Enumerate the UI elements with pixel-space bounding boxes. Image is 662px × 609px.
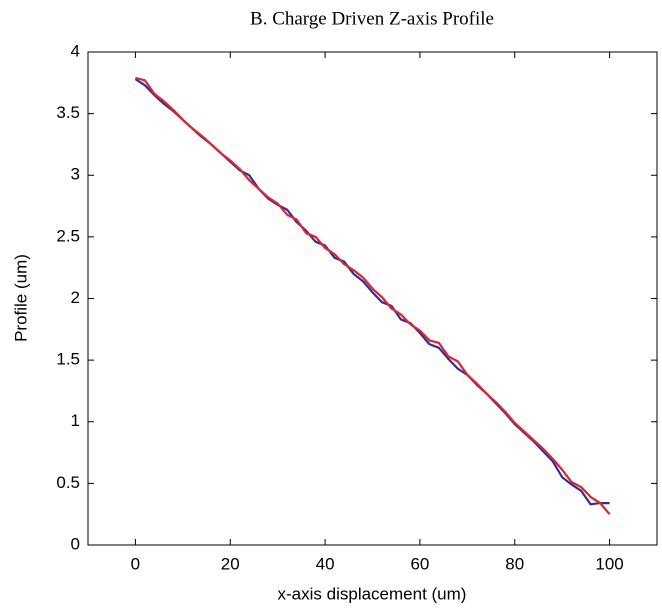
y-tick-label: 2.5 <box>56 226 80 245</box>
x-axis-label: x-axis displacement (um) <box>278 584 467 603</box>
x-tick-label: 60 <box>410 554 429 573</box>
chart-title: B. Charge Driven Z-axis Profile <box>250 8 494 29</box>
x-tick-label: 100 <box>595 554 623 573</box>
y-tick-label: 1 <box>71 411 80 430</box>
plot-frame <box>87 51 658 546</box>
x-tick-label: 80 <box>505 554 524 573</box>
data-line <box>135 76 611 515</box>
y-axis-label: Profile (um) <box>11 254 30 342</box>
x-tick-label: 40 <box>316 554 335 573</box>
y-tick-label: 3 <box>71 165 80 184</box>
y-tick-label: 0.5 <box>56 473 80 492</box>
y-tick-label: 2 <box>71 288 80 307</box>
x-tick-label: 20 <box>221 554 240 573</box>
y-tick-label: 1.5 <box>56 350 80 369</box>
y-tick-label: 0 <box>71 534 80 553</box>
y-tick-label: 4 <box>71 41 80 60</box>
x-tick-label: 0 <box>131 554 140 573</box>
y-tick-label: 3.5 <box>56 103 80 122</box>
data-line <box>134 78 610 506</box>
